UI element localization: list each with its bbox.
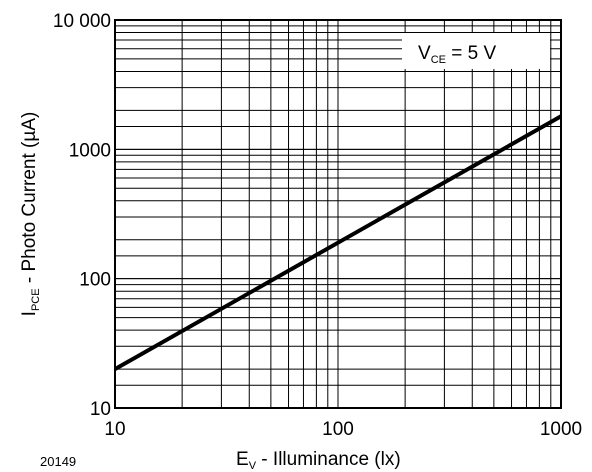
annotation-background [402, 33, 550, 69]
annotation-rest: = 5 V [446, 43, 496, 64]
y-tick-label: 10 [90, 399, 111, 420]
y-axis-label-rest: - Photo Current (µA) [19, 112, 40, 289]
series-line [114, 114, 562, 371]
x-axis-label-sub: V [249, 460, 257, 472]
x-tick-label: 100 [322, 419, 354, 440]
x-tick-label: 1000 [540, 419, 582, 440]
y-tick-labels: 10 100 1000 10 000 [53, 11, 111, 420]
x-tick-labels: 10 100 1000 [104, 419, 582, 440]
x-axis-label: EV - Illuminance (lx) [236, 449, 401, 472]
y-tick-label: 1000 [69, 140, 111, 161]
annotation-sub: CE [431, 54, 446, 66]
y-tick-label: 100 [79, 270, 111, 291]
grid [114, 19, 562, 409]
y-axis-label: IPCE - Photo Current (µA) [19, 112, 42, 317]
x-tick-label: 10 [104, 419, 125, 440]
annotation-box: VCE = 5 V [402, 33, 550, 69]
annotation-text: VCE = 5 V [418, 43, 496, 66]
annotation-main: V [418, 43, 431, 64]
figure-id: 20149 [40, 454, 76, 469]
x-axis-label-rest: - Illuminance (lx) [256, 449, 401, 470]
y-axis-label-main: I [19, 311, 40, 316]
series-layer [114, 114, 562, 371]
plot-frame [114, 19, 562, 409]
y-axis-label-sub: PCE [30, 288, 42, 311]
y-tick-label: 10 000 [53, 11, 111, 32]
x-axis-label-main: E [236, 449, 249, 470]
